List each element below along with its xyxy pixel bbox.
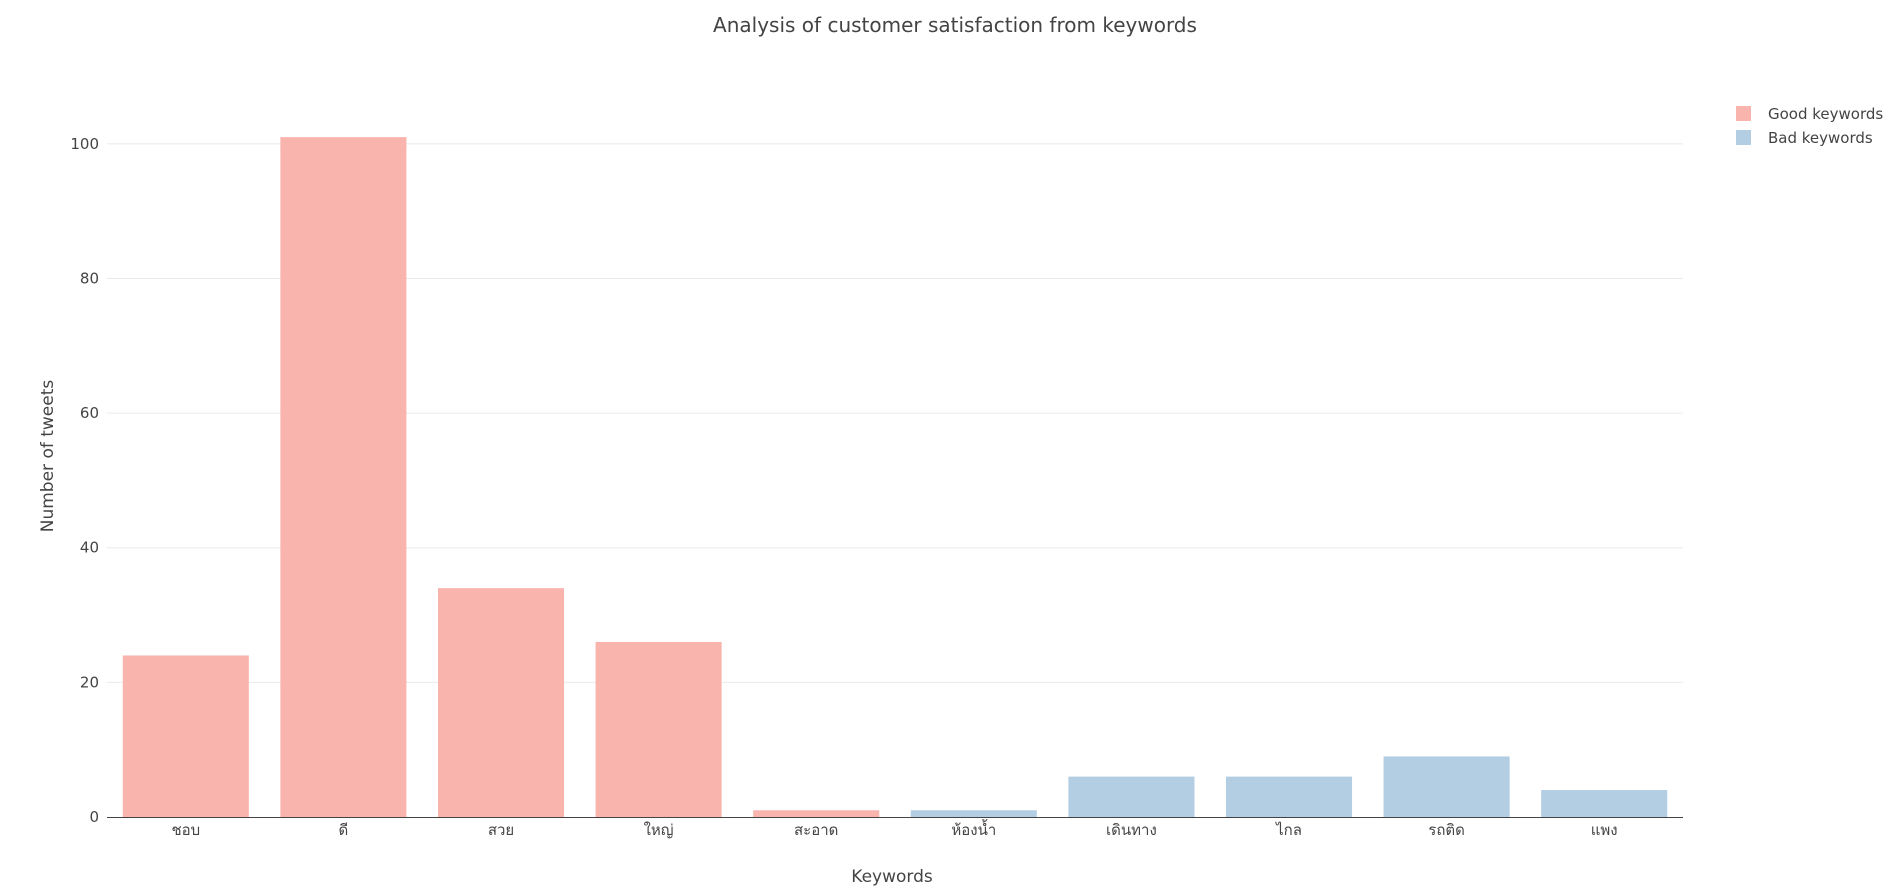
bad-keyword-bar[interactable] bbox=[1068, 776, 1195, 817]
good-keyword-bar[interactable] bbox=[753, 810, 880, 817]
y-tick-label: 0 bbox=[89, 808, 99, 826]
legend-swatch bbox=[1736, 130, 1751, 145]
x-tick-label: ใหญ่ bbox=[644, 821, 674, 839]
x-tick-label: สะอาด bbox=[794, 821, 838, 839]
legend-item-good[interactable]: Good keywords bbox=[1736, 105, 1883, 123]
y-tick-label: 20 bbox=[80, 673, 99, 691]
bad-keyword-bar[interactable] bbox=[1383, 756, 1510, 817]
good-keyword-bar[interactable] bbox=[122, 655, 249, 817]
chart-title: Analysis of customer satisfaction from k… bbox=[713, 13, 1197, 37]
y-tick-labels: 0 20 40 60 80 100 bbox=[70, 135, 99, 826]
legend: Good keywords Bad keywords bbox=[1736, 105, 1883, 147]
y-tick-label: 80 bbox=[80, 269, 99, 287]
bad-keyword-bar[interactable] bbox=[910, 810, 1037, 817]
legend-item-bad[interactable]: Bad keywords bbox=[1736, 129, 1873, 147]
x-tick-label: ห้องน้ำ bbox=[951, 819, 996, 839]
good-keyword-bar[interactable] bbox=[280, 137, 407, 818]
x-tick-label: แพง bbox=[1591, 821, 1618, 839]
x-tick-label: ไกล bbox=[1275, 821, 1302, 839]
bars-layer bbox=[122, 137, 1668, 818]
bad-keyword-bar[interactable] bbox=[1541, 790, 1668, 817]
y-tick-label: 100 bbox=[70, 135, 99, 153]
bad-keyword-bar[interactable] bbox=[1225, 776, 1353, 817]
x-tick-label: เดินทาง bbox=[1106, 821, 1157, 839]
y-tick-label: 60 bbox=[80, 404, 99, 422]
y-tick-label: 40 bbox=[80, 539, 99, 557]
good-keyword-bar[interactable] bbox=[595, 641, 722, 817]
legend-swatch bbox=[1736, 106, 1751, 121]
legend-label: Good keywords bbox=[1768, 105, 1883, 123]
x-tick-label: สวย bbox=[488, 821, 514, 839]
x-tick-labels: ชอบ ดี สวย ใหญ่ สะอาด ห้องน้ำ เดินทาง ไกล รถติด แ… bbox=[171, 819, 1617, 839]
x-axis-title: Keywords bbox=[851, 867, 933, 887]
x-tick-label: รถติด bbox=[1428, 821, 1465, 839]
y-axis-title: Number of tweets bbox=[38, 380, 58, 533]
legend-label: Bad keywords bbox=[1768, 129, 1873, 147]
x-tick-label: ดี bbox=[339, 821, 349, 839]
good-keyword-bar[interactable] bbox=[437, 588, 565, 817]
x-tick-label: ชอบ bbox=[171, 821, 200, 839]
